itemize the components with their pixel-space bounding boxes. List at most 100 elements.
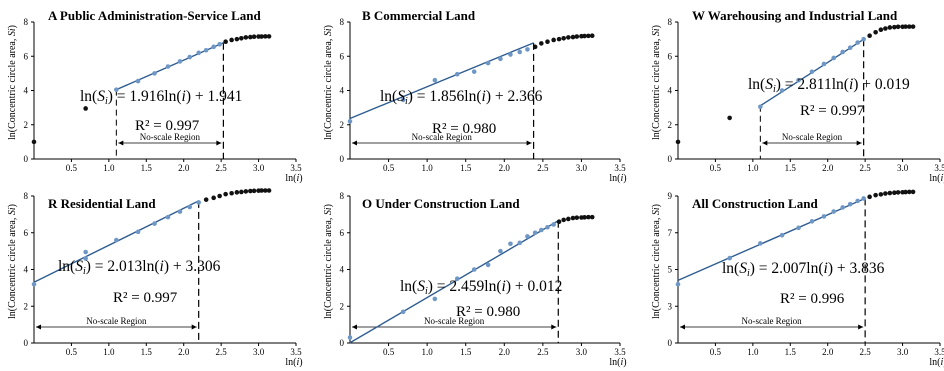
x-tick-label: 2.0 — [178, 163, 190, 173]
region-arrow-head-left — [762, 140, 768, 146]
data-point — [570, 34, 576, 40]
data-point — [454, 276, 460, 281]
data-point — [485, 262, 491, 268]
data-point — [551, 222, 556, 227]
y-tick-label: 2 — [24, 301, 29, 311]
data-point — [892, 24, 897, 30]
y-tick-label: 6 — [24, 51, 29, 61]
data-point — [861, 36, 866, 42]
data-point — [203, 197, 209, 202]
x-tick-label: 2.5 — [860, 163, 872, 173]
data-point — [498, 56, 503, 62]
data-point — [727, 255, 732, 261]
x-axis-label: ln(i) — [929, 357, 944, 368]
data-point — [895, 190, 901, 195]
data-point — [239, 189, 244, 195]
r-squared: R² = 0.997 — [800, 103, 865, 119]
region-label: No-scale Region — [424, 316, 485, 326]
data-point — [251, 188, 257, 194]
region-arrow-head-left — [352, 140, 357, 146]
x-tick-label: 0.5 — [383, 347, 395, 357]
y-tick-label: 8 — [340, 17, 345, 27]
data-point — [266, 188, 272, 193]
data-point — [31, 139, 37, 145]
r-squared: R² = 0.997 — [135, 118, 200, 134]
data-point — [152, 221, 157, 226]
data-point — [196, 200, 201, 205]
x-tick-label: 2.0 — [822, 347, 834, 357]
data-point — [589, 33, 595, 38]
data-point — [861, 196, 866, 201]
data-point — [887, 190, 893, 196]
y-tick-label: 4 — [340, 86, 345, 96]
data-point — [586, 33, 591, 39]
data-point — [152, 71, 157, 76]
data-point — [259, 34, 264, 39]
data-point — [211, 44, 216, 50]
y-tick-label: 3 — [668, 301, 673, 311]
y-axis-label: ln(Concentric circle area, Si) — [651, 25, 662, 140]
region-arrow-head-left — [36, 324, 41, 330]
data-point — [873, 29, 878, 35]
data-point — [855, 40, 860, 45]
data-point — [809, 69, 815, 74]
r-squared: R² = 0.996 — [780, 291, 845, 307]
data-point — [892, 190, 897, 196]
region-arrow-head-right — [526, 140, 532, 146]
data-point — [165, 64, 171, 69]
y-tick-label: 6 — [24, 228, 29, 238]
data-point — [234, 190, 240, 195]
x-tick-label: 0.5 — [383, 163, 395, 173]
x-tick-label: 1.5 — [785, 347, 797, 357]
data-point — [248, 34, 253, 40]
region-arrow-head-left — [118, 140, 124, 146]
data-point — [532, 230, 538, 236]
x-axis-label: ln(i) — [609, 357, 626, 368]
x-tick-label: 2.0 — [822, 163, 834, 173]
chart-title: O Under Construction Land — [362, 196, 520, 211]
data-point — [758, 241, 763, 246]
y-axis-label: ln(Concentric circle area, Si) — [7, 25, 18, 140]
region-arrow-head-left — [352, 324, 357, 330]
data-point — [910, 189, 916, 195]
x-tick-label: 2.5 — [216, 347, 228, 357]
data-point — [821, 214, 827, 219]
data-point — [878, 192, 884, 197]
x-tick-label: 1.0 — [422, 163, 434, 173]
y-tick-label: 9 — [668, 191, 673, 201]
region-arrow-head-right — [856, 140, 862, 146]
x-tick-label: 3.5 — [934, 163, 944, 173]
x-tick-label: 2.5 — [860, 347, 872, 357]
chart-title: W Warehousing and Industrial Land — [692, 8, 898, 23]
data-point — [243, 35, 249, 40]
regression-equation: ln(Si) = 1.916ln(i) + 1.941 — [80, 88, 242, 107]
data-point — [570, 215, 576, 221]
data-point — [217, 193, 222, 199]
data-point — [831, 55, 837, 61]
regression-equation: ln(Si) = 2.013ln(i) + 3.306 — [58, 258, 221, 277]
data-point — [498, 248, 503, 254]
data-point — [867, 194, 872, 200]
data-point — [177, 209, 183, 214]
y-tick-label: 6 — [340, 51, 345, 61]
data-point — [847, 45, 853, 50]
data-point — [248, 188, 253, 194]
data-point — [347, 335, 353, 340]
data-point — [517, 240, 523, 246]
x-tick-label: 1.5 — [141, 163, 153, 173]
data-point — [589, 214, 595, 220]
data-point — [114, 237, 119, 243]
panel-1: 0 2 4 6 8 0.5 1.0 1.5 2.0 2.5 3.0 3.5ln(i) ln(Concen… — [7, 8, 303, 184]
x-tick-label: 1.0 — [747, 347, 759, 357]
data-point — [903, 24, 908, 29]
y-tick-label: 8 — [24, 191, 29, 201]
data-point — [135, 229, 141, 235]
data-point — [840, 205, 845, 210]
x-tick-label: 2.5 — [537, 163, 549, 173]
x-tick-label: 1.5 — [785, 163, 797, 173]
data-point — [454, 71, 460, 77]
data-point — [187, 54, 193, 60]
data-point — [551, 37, 556, 43]
data-point — [471, 267, 477, 272]
